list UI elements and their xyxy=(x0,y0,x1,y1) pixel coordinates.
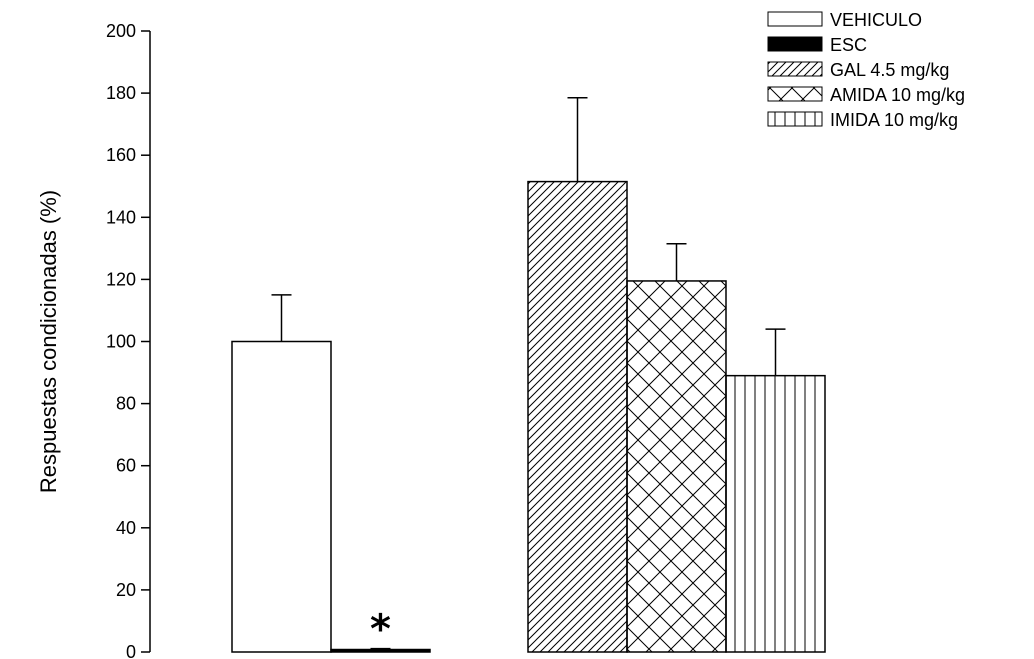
legend-label: AMIDA 10 mg/kg xyxy=(830,85,965,105)
significance-asterisk: * xyxy=(370,607,391,653)
y-tick-label: 180 xyxy=(106,83,136,103)
legend-swatch xyxy=(767,111,823,127)
y-tick-label: 160 xyxy=(106,145,136,165)
bar-imida-10-mg-kg xyxy=(725,374,826,653)
y-tick-label: 140 xyxy=(106,207,136,227)
legend-swatch xyxy=(767,36,823,52)
bar-vehiculo xyxy=(231,340,332,653)
legend-swatch xyxy=(767,61,823,77)
y-tick-label: 20 xyxy=(116,580,136,600)
y-tick-label: 40 xyxy=(116,518,136,538)
legend-swatch xyxy=(767,11,823,27)
legend-label: IMIDA 10 mg/kg xyxy=(830,110,958,130)
y-tick-label: 0 xyxy=(126,642,136,659)
legend-swatch xyxy=(767,86,823,102)
bars: * xyxy=(231,97,826,653)
legend-label: ESC xyxy=(830,35,867,55)
legend: VEHICULO ESC GAL 4.5 mg/kg AMIDA 10 mg/kg IM… xyxy=(767,10,965,130)
bar-amida-10-mg-kg xyxy=(626,280,727,653)
y-tick-label: 200 xyxy=(106,21,136,41)
y-axis: 0 20 40 60 80 100 120 140 160 180 200 xyxy=(106,21,151,659)
legend-label: GAL 4.5 mg/kg xyxy=(830,60,949,80)
legend-label: VEHICULO xyxy=(830,10,922,30)
bar-gal-4-5-mg-kg xyxy=(527,180,628,653)
y-tick-label: 120 xyxy=(106,269,136,289)
y-tick-label: 60 xyxy=(116,456,136,476)
y-tick-label: 100 xyxy=(106,332,136,352)
y-axis-title: Respuestas condicionadas (%) xyxy=(36,190,61,493)
y-tick-label: 80 xyxy=(116,394,136,414)
